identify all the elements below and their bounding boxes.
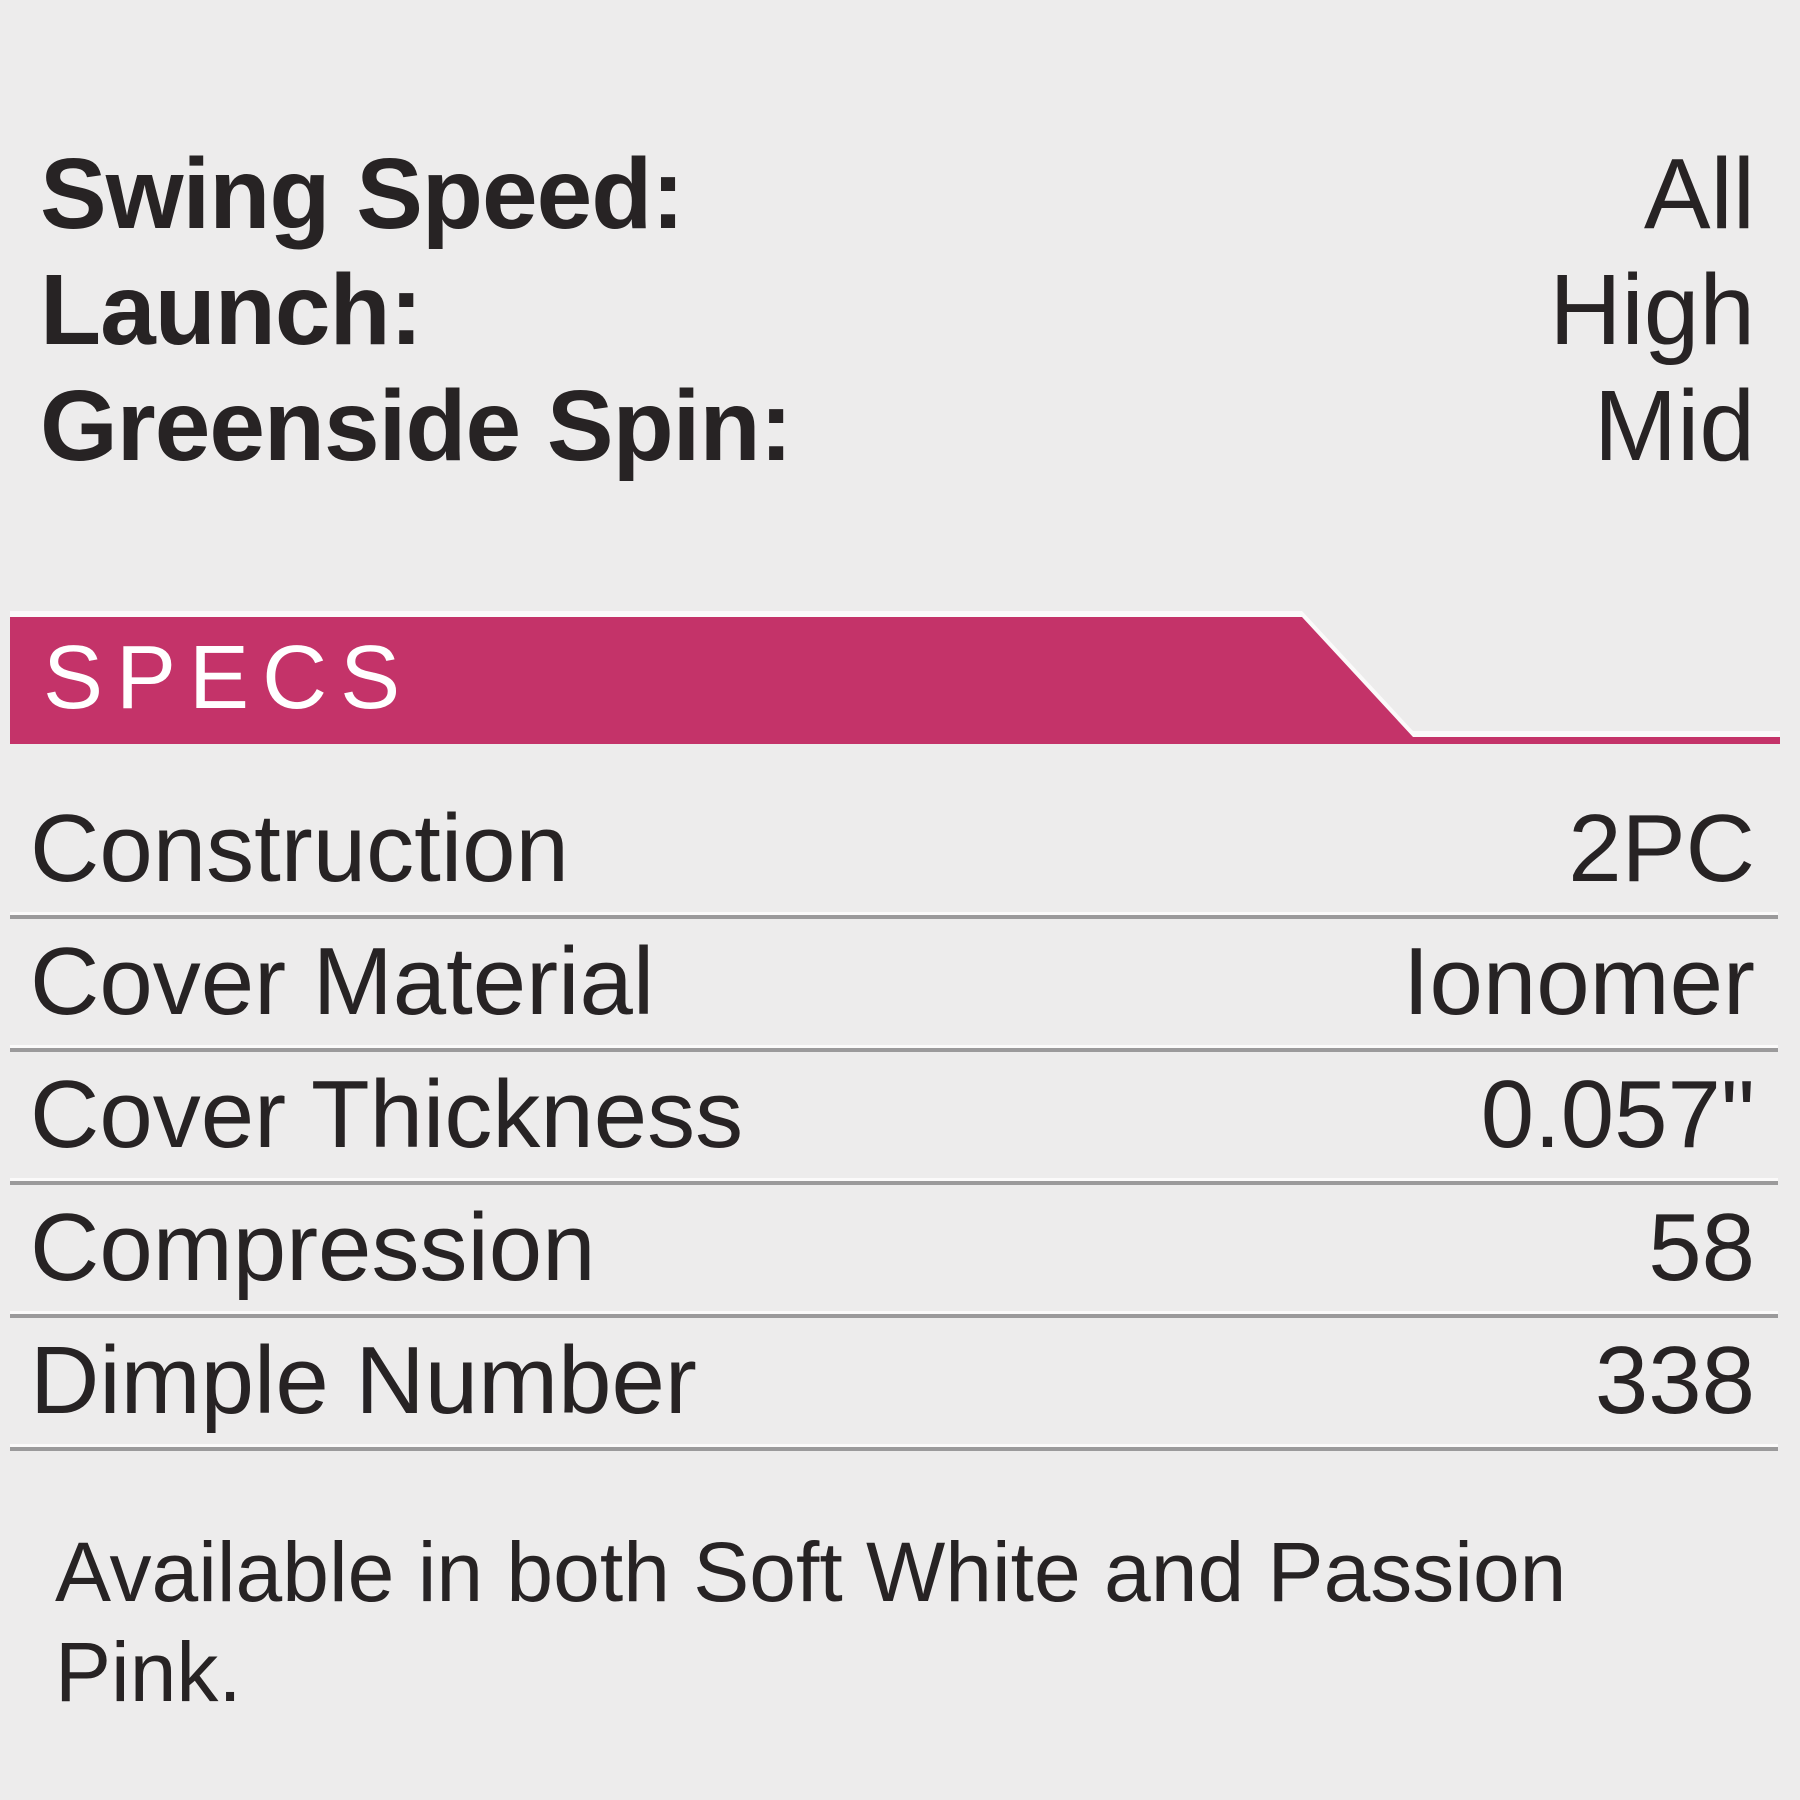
availability-note: Available in both Soft White and Passion… [55,1525,1567,1719]
specs-banner: SPECS [10,617,1780,744]
spec-row-cover-thickness: Cover Thickness 0.057" [10,1052,1778,1178]
row-divider [10,912,1778,919]
row-divider [10,1178,1778,1185]
launch-label: Launch: [40,254,423,366]
spec-row-cover-material: Cover Material Ionomer [10,919,1778,1045]
dimple-number-value: 338 [1594,1327,1755,1434]
cover-material-value: Ionomer [1402,928,1755,1035]
construction-label: Construction [30,795,569,902]
compression-value: 58 [1648,1194,1755,1301]
performance-row-greenside-spin: Greenside Spin: Mid [40,368,1755,484]
dimple-number-label: Dimple Number [30,1327,697,1434]
spec-row-construction: Construction 2PC [10,786,1778,912]
performance-row-launch: Launch: High [40,252,1755,368]
row-divider [10,1311,1778,1318]
greenside-spin-value: Mid [1593,370,1755,482]
spec-row-compression: Compression 58 [10,1185,1778,1311]
performance-row-swing-speed: Swing Speed: All [40,136,1755,252]
specs-banner-title: SPECS [43,628,414,728]
row-divider [10,1045,1778,1052]
cover-material-label: Cover Material [30,928,655,1035]
compression-label: Compression [30,1194,596,1301]
performance-summary: Swing Speed: All Launch: High Greenside … [0,136,1800,484]
swing-speed-value: All [1643,138,1755,250]
greenside-spin-label: Greenside Spin: [40,370,793,482]
construction-value: 2PC [1568,795,1755,902]
spec-row-dimple-number: Dimple Number 338 [10,1318,1778,1444]
specs-table: Construction 2PC Cover Material Ionomer … [10,786,1778,1451]
cover-thickness-label: Cover Thickness [30,1061,744,1168]
row-divider [10,1444,1778,1451]
swing-speed-label: Swing Speed: [40,138,685,250]
launch-value: High [1549,254,1755,366]
cover-thickness-value: 0.057" [1480,1061,1755,1168]
